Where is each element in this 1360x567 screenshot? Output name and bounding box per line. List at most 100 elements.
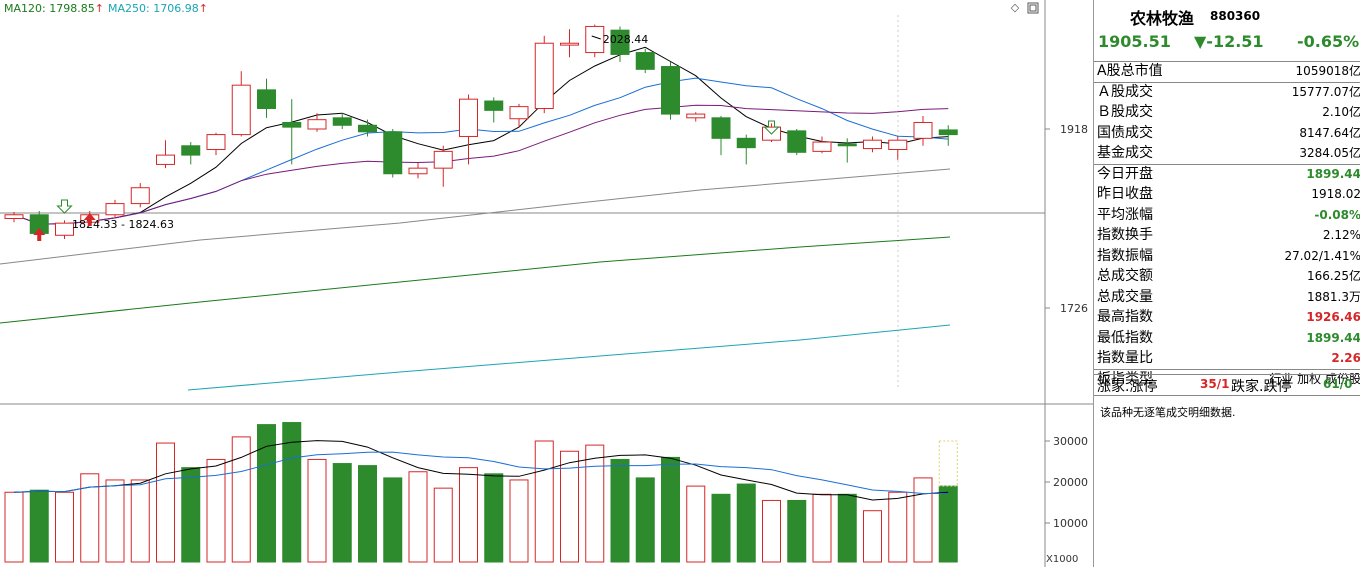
current-price: 1905.51	[1098, 32, 1171, 51]
quote-row-value: 1926.46	[1306, 310, 1360, 324]
index-title: 农林牧渔	[1130, 9, 1195, 28]
quote-row-value: 27.02/1.41%	[1284, 248, 1360, 263]
candle-up	[156, 154, 175, 165]
candle-up	[408, 167, 428, 175]
quote-row-value: 8147.64亿	[1299, 125, 1360, 140]
ma250-arrow-icon: ↑	[198, 2, 208, 15]
quote-row-value: 1918.02	[1311, 187, 1360, 201]
volume-bar-up	[686, 485, 706, 563]
quote-row-label: 指数换手	[1097, 227, 1153, 243]
quote-row-value: 2.10亿	[1322, 105, 1360, 119]
updown-label-up: 涨家.涨停	[1097, 379, 1158, 395]
candle-up	[55, 222, 74, 236]
quote-row: Ｂ股成交 2.10亿	[1094, 102, 1360, 123]
candle-down	[181, 145, 201, 156]
candle-down	[257, 89, 276, 109]
ma120-line	[0, 236, 951, 324]
quote-row-label: 基金成交	[1097, 145, 1153, 161]
quote-row: Ａ股成交 15777.07亿	[1094, 81, 1360, 103]
sell-arrow-icon	[763, 120, 780, 135]
quote-row-value: 行业 加权 成份股	[1269, 371, 1360, 386]
volume-bar-down	[332, 463, 352, 563]
candle-up	[307, 119, 327, 130]
quote-row-label: 总成交量	[1097, 288, 1153, 305]
quote-row-value: 15777.07亿	[1291, 84, 1360, 99]
price-row: 1905.51 ▼-12.51 -0.65%	[1094, 32, 1360, 54]
quote-row: 最低指数 1899.44	[1094, 328, 1360, 349]
ma120-text: MA120: 1798.85	[4, 2, 95, 15]
candle-down	[635, 52, 655, 70]
volume-bar-up	[913, 477, 933, 563]
candle-down	[661, 66, 680, 115]
price-change: ▼-12.51	[1194, 32, 1264, 51]
quote-row: 今日开盘 1899.44	[1094, 163, 1360, 185]
updown-value-down: 61/0	[1323, 377, 1353, 391]
quote-row-value: 2.12%	[1322, 228, 1360, 242]
volume-unit-label: X1000	[1046, 554, 1078, 565]
volume-bar-up	[80, 473, 100, 563]
high-annotation-pointer	[591, 35, 601, 40]
quote-row-label: 最低指数	[1097, 329, 1153, 346]
volume-bar-down	[610, 458, 630, 563]
buy-arrow-icon	[83, 213, 96, 226]
candle-up	[105, 203, 125, 216]
candle-up	[560, 42, 579, 46]
volume-bar-up	[307, 458, 327, 563]
volume-bar-up	[534, 440, 554, 563]
candle-down	[484, 100, 504, 111]
volume-projection-box	[938, 440, 958, 487]
candle-up	[585, 25, 605, 54]
ma20-line	[13, 104, 949, 225]
candle-up	[812, 141, 832, 152]
quote-row: 基金成交 3284.05亿	[1094, 143, 1360, 164]
ma250-text: MA250: 1706.98	[108, 2, 199, 15]
window-toggle-icon[interactable]	[1027, 2, 1039, 14]
volume-bar-up	[585, 444, 605, 563]
volume-bar-up	[888, 491, 908, 563]
volume-bar-up	[206, 458, 226, 563]
candle-up	[913, 121, 933, 139]
volume-bar-up	[459, 467, 478, 563]
low-annotation: 1824.33 - 1824.63	[72, 218, 174, 231]
candle-down	[787, 130, 807, 153]
volume-tick-label: 20000	[1053, 476, 1088, 489]
candle-up	[534, 42, 554, 109]
quote-row-label: 指数量比	[1097, 350, 1153, 366]
volume-bar-down	[358, 465, 377, 563]
quote-row-value: 1899.44	[1306, 166, 1360, 181]
volume-tick-label: 10000	[1053, 517, 1088, 530]
volume-bar-up	[55, 491, 74, 563]
volume-bar-up	[408, 471, 428, 563]
quote-row-value: 1899.44	[1306, 330, 1360, 345]
quote-row: 指数换手 2.12%	[1094, 225, 1360, 246]
volume-bar-up	[863, 510, 882, 563]
volume-ma10-line	[13, 451, 949, 494]
quote-row: 最高指数 1926.46	[1094, 307, 1360, 328]
candle-up	[130, 187, 150, 205]
volume-bar-down	[787, 499, 807, 563]
volume-bar-down	[661, 456, 680, 563]
candle-up	[888, 139, 908, 151]
price-tick-label: 1726	[1060, 302, 1088, 315]
index-code: 880360	[1210, 9, 1261, 23]
volume-bar-down	[383, 477, 403, 563]
quote-row-value: -0.08%	[1314, 207, 1360, 222]
diamond-icon[interactable]: ◇	[1010, 1, 1020, 14]
volume-bar-up	[560, 450, 579, 563]
volume-bar-up	[156, 442, 175, 563]
candle-down	[711, 117, 731, 139]
quote-panel: 农林牧渔 880360 1905.51 ▼-12.51 -0.65% A股总市值…	[1093, 0, 1360, 567]
high-annotation: 2028.44	[603, 33, 649, 46]
volume-bar-up	[4, 491, 24, 563]
volume-bar-up	[812, 493, 832, 563]
volume-ma5-line	[13, 440, 949, 501]
buy-arrow-icon	[33, 228, 46, 241]
volume-bar-down	[181, 467, 201, 563]
tick-data-note: 该品种无逐笔成交明细数据.	[1100, 406, 1236, 419]
ma120-arrow-icon: ↑	[94, 2, 104, 15]
candle-up	[4, 214, 24, 219]
updown-value-up: 35/1	[1200, 377, 1230, 391]
kline-chart-area[interactable]: 1918 1726 30000 20000 10000 X1000 2028.44 1824.…	[0, 0, 1093, 567]
candle-down	[938, 129, 958, 136]
kline-chart[interactable]: 1918 1726 30000 20000 10000 X1000 2028.44 1824.…	[0, 0, 1093, 567]
